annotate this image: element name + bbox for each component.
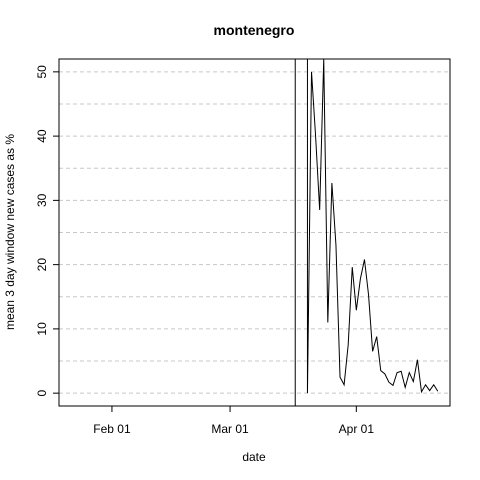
y-tick-label: 50 — [35, 65, 49, 79]
y-tick-label: 0 — [35, 389, 49, 396]
plot-frame — [58, 58, 451, 407]
y-axis: 0 10 20 30 40 50 — [35, 65, 59, 396]
y-axis-label: mean 3 day window new cases as % — [3, 134, 17, 330]
x-tick-label: Mar 01 — [211, 422, 249, 436]
y-tick-label: 30 — [35, 193, 49, 207]
x-axis-label: date — [242, 450, 266, 464]
y-tick-label: 10 — [35, 322, 49, 336]
x-axis: Feb 01 Mar 01 Apr 01 — [93, 406, 374, 436]
series-line — [294, 59, 439, 406]
grid — [59, 71, 450, 394]
y-tick-label: 40 — [35, 129, 49, 143]
x-tick-label: Apr 01 — [339, 422, 375, 436]
x-tick-label: Feb 01 — [93, 422, 131, 436]
series-layer — [294, 59, 439, 406]
chart-title: montenegro — [214, 22, 295, 38]
y-tick-label: 20 — [35, 258, 49, 272]
